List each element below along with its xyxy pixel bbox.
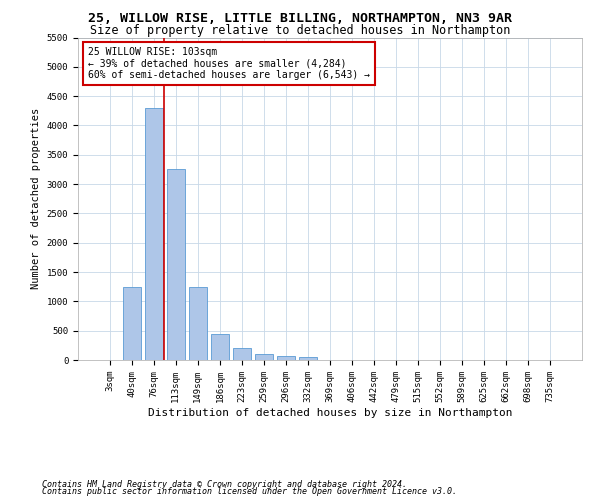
X-axis label: Distribution of detached houses by size in Northampton: Distribution of detached houses by size … xyxy=(148,408,512,418)
Bar xyxy=(299,357,317,360)
Bar xyxy=(277,356,295,360)
Text: Size of property relative to detached houses in Northampton: Size of property relative to detached ho… xyxy=(90,24,510,37)
Bar xyxy=(123,286,140,360)
Bar xyxy=(211,334,229,360)
Text: Contains public sector information licensed under the Open Government Licence v3: Contains public sector information licen… xyxy=(42,487,457,496)
Bar xyxy=(255,354,273,360)
Bar xyxy=(167,170,185,360)
Text: 25, WILLOW RISE, LITTLE BILLING, NORTHAMPTON, NN3 9AR: 25, WILLOW RISE, LITTLE BILLING, NORTHAM… xyxy=(88,12,512,26)
Text: 25 WILLOW RISE: 103sqm
← 39% of detached houses are smaller (4,284)
60% of semi-: 25 WILLOW RISE: 103sqm ← 39% of detached… xyxy=(88,47,370,80)
Bar xyxy=(145,108,163,360)
Text: Contains HM Land Registry data © Crown copyright and database right 2024.: Contains HM Land Registry data © Crown c… xyxy=(42,480,407,489)
Bar xyxy=(189,286,206,360)
Y-axis label: Number of detached properties: Number of detached properties xyxy=(31,108,41,290)
Bar xyxy=(233,348,251,360)
